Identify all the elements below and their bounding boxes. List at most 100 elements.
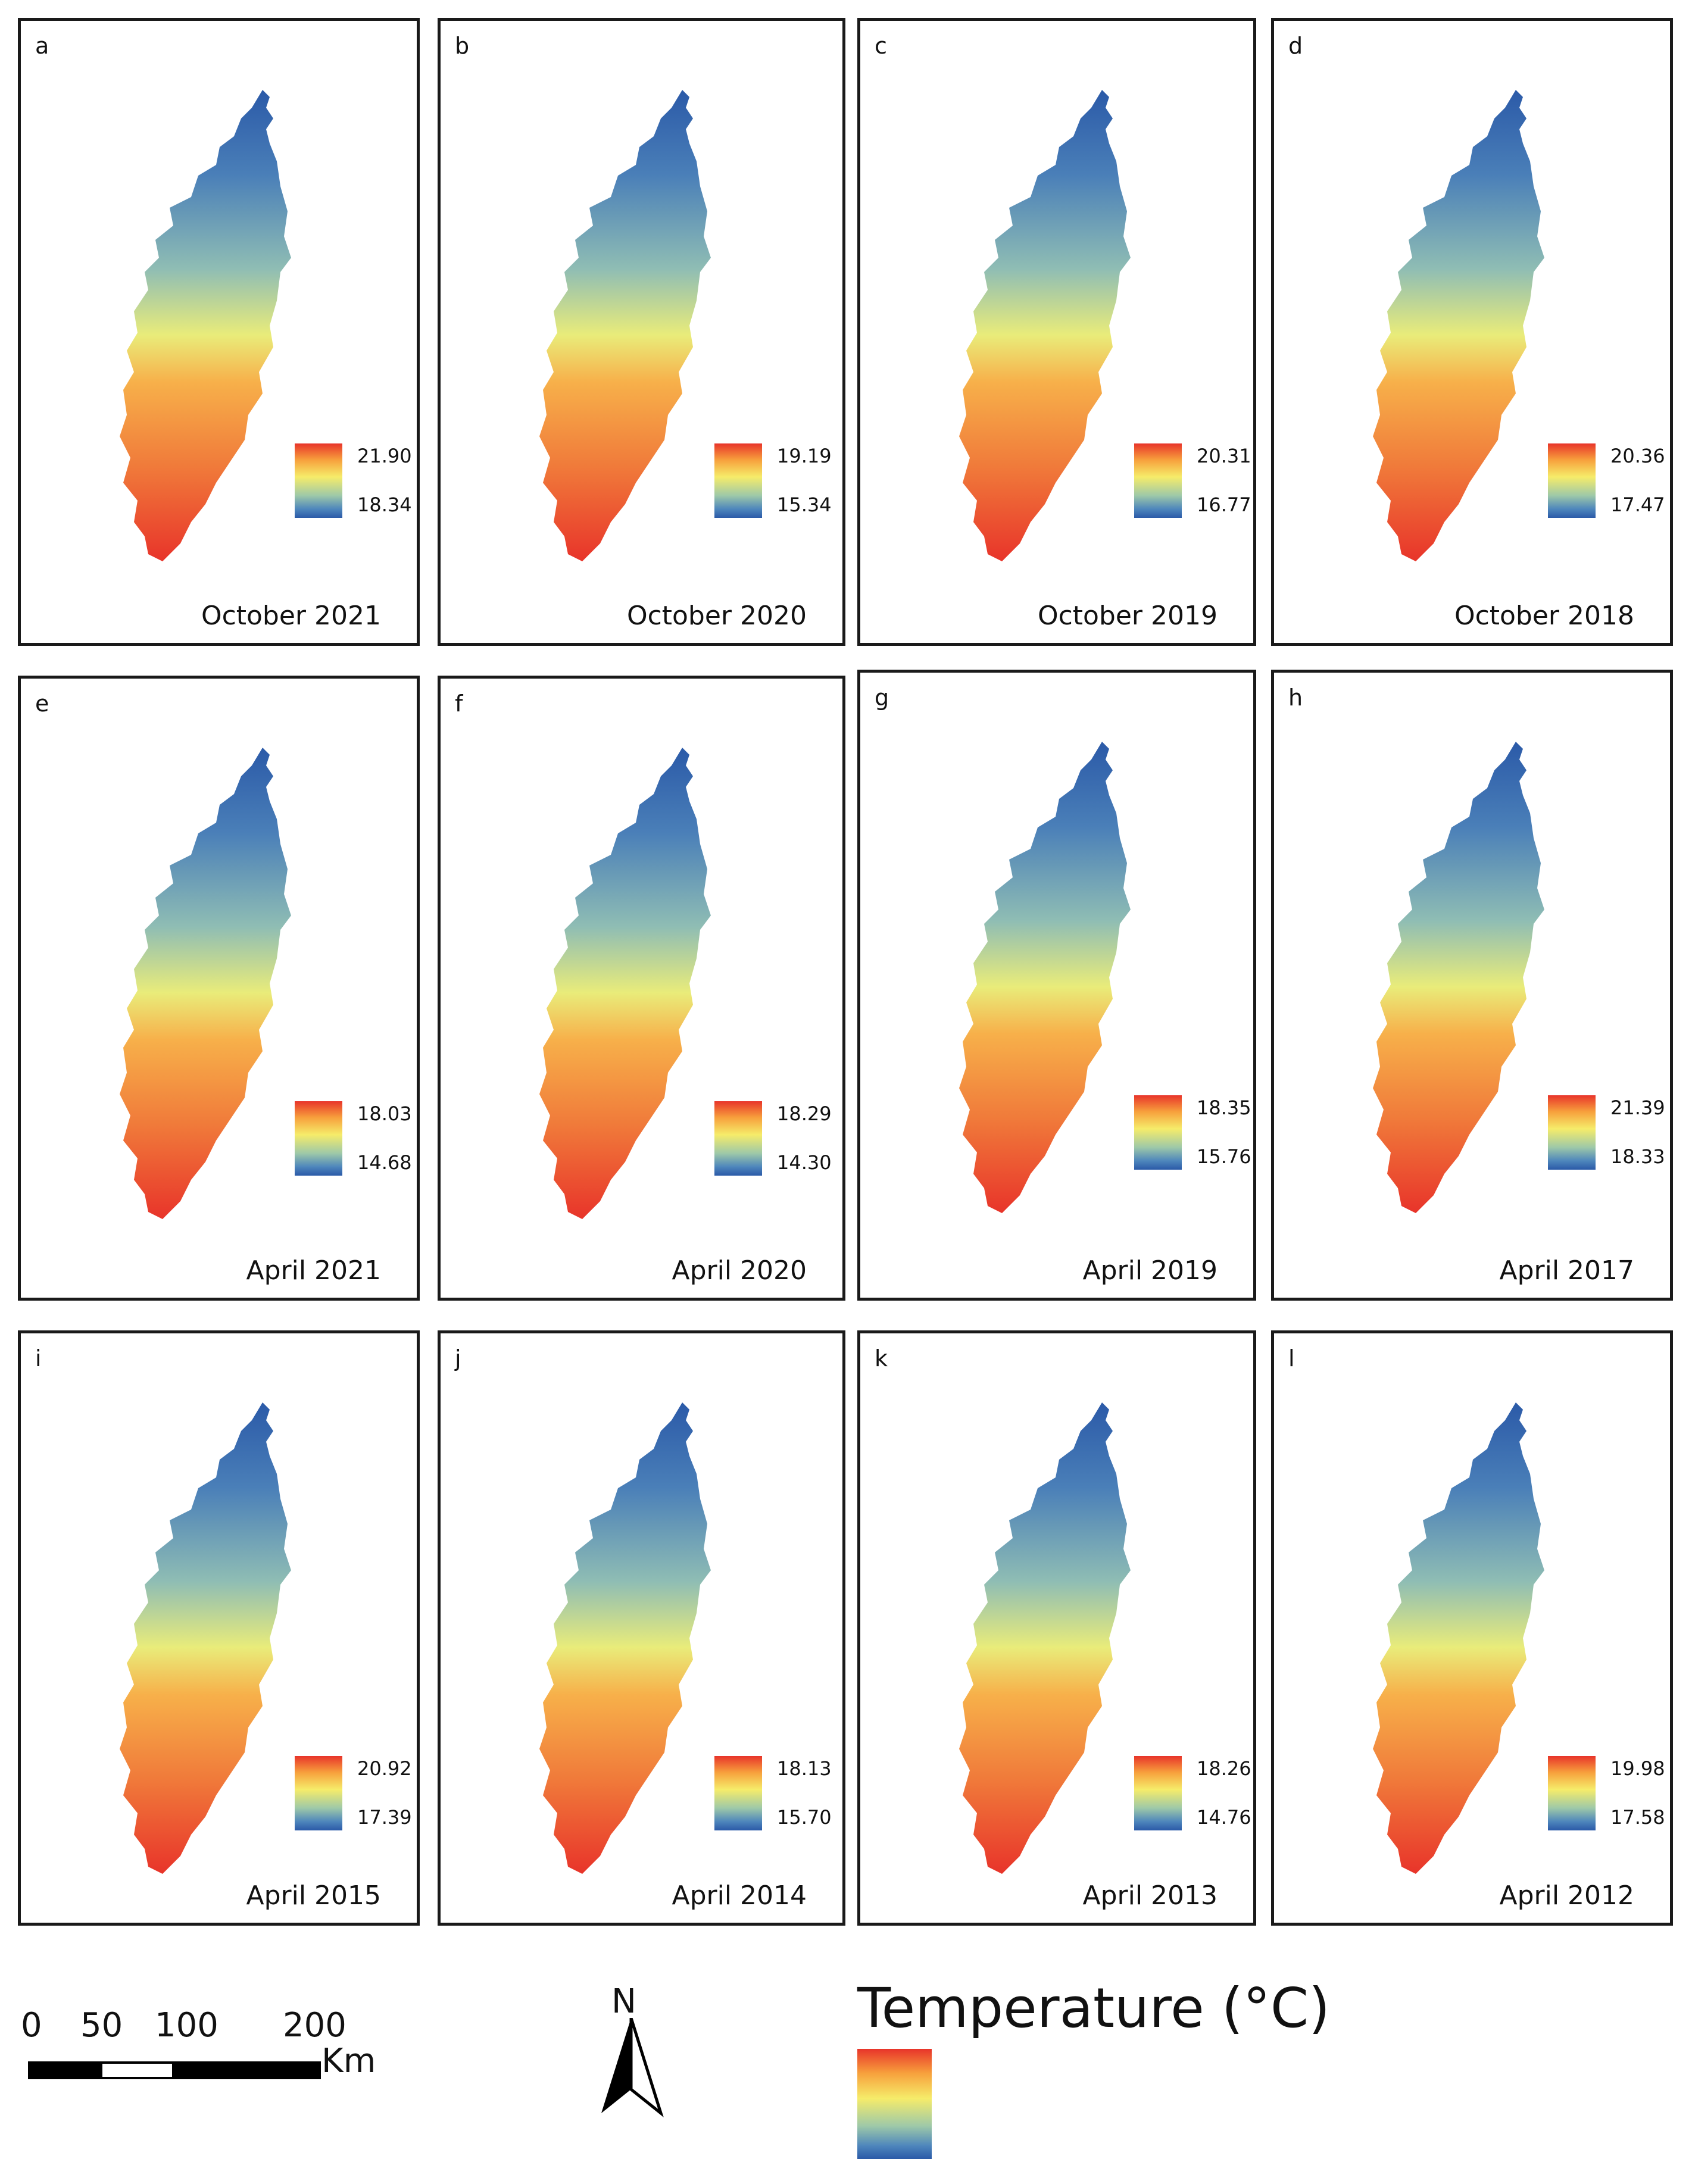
- legend-min: 14.30: [777, 1151, 832, 1174]
- scale-segment: [172, 2061, 321, 2079]
- panel-caption: April 2015: [246, 1880, 381, 1911]
- panel-letter: c: [875, 33, 887, 59]
- legend-min: 17.39: [357, 1806, 412, 1829]
- panel-caption: April 2020: [672, 1255, 807, 1286]
- legend-max: 20.36: [1610, 445, 1665, 467]
- study-area-map: [116, 744, 295, 1226]
- study-area-map: [956, 738, 1134, 1220]
- scale-segment: [28, 2061, 102, 2079]
- legend-max: 18.29: [777, 1102, 832, 1125]
- north-label: N: [611, 1982, 636, 2021]
- panel-c: c 20.31 16.77 October 2019: [857, 18, 1256, 646]
- legend-min: 15.70: [777, 1806, 832, 1829]
- color-ramp: [1134, 1756, 1182, 1830]
- legend-min: 14.76: [1197, 1806, 1251, 1829]
- north-arrow-icon: [601, 2018, 664, 2118]
- legend-min: 18.33: [1610, 1145, 1665, 1168]
- color-ramp: [295, 1756, 342, 1830]
- panel-letter: i: [35, 1345, 42, 1371]
- study-area-map: [1369, 738, 1548, 1220]
- legend-min: 17.47: [1610, 493, 1665, 516]
- value-legend: 19.98 17.58: [1548, 1756, 1673, 1833]
- value-legend: 20.92 17.39: [295, 1756, 420, 1833]
- legend-max: 18.26: [1197, 1757, 1251, 1780]
- panel-letter: h: [1288, 685, 1303, 711]
- panel-f: f 18.29 14.30 April 2020: [438, 676, 845, 1301]
- legend-min: 16.77: [1197, 493, 1251, 516]
- study-area-map: [956, 86, 1134, 568]
- value-legend: 18.26 14.76: [1134, 1756, 1259, 1833]
- legend-max: 18.35: [1197, 1096, 1251, 1119]
- study-area-map: [1369, 1399, 1548, 1881]
- panel-l: l 19.98 17.58 April 2012: [1271, 1330, 1673, 1926]
- scale-label-200: 200: [283, 2006, 346, 2045]
- study-area-map: [536, 744, 714, 1226]
- color-ramp: [295, 1101, 342, 1176]
- panel-letter: k: [875, 1345, 888, 1371]
- scale-label-50: 50: [80, 2006, 123, 2045]
- value-legend: 18.13 15.70: [714, 1756, 839, 1833]
- legend-min: 15.76: [1197, 1145, 1251, 1168]
- legend-min: 14.68: [357, 1151, 412, 1174]
- scale-unit: Km: [321, 2042, 376, 2080]
- study-area-map: [536, 1399, 714, 1881]
- scale-segment: [100, 2061, 174, 2079]
- color-ramp: [1134, 1095, 1182, 1170]
- value-legend: 18.29 14.30: [714, 1101, 839, 1179]
- panel-g: g 18.35 15.76 April 2019: [857, 670, 1256, 1301]
- color-ramp: [1134, 443, 1182, 518]
- scale-bar: 0 50 100 200 Km: [21, 2006, 402, 2080]
- legend-max: 21.39: [1610, 1096, 1665, 1119]
- legend-min: 17.58: [1610, 1806, 1665, 1829]
- panel-caption: October 2021: [201, 601, 381, 631]
- color-ramp: [714, 443, 762, 518]
- color-ramp: [1548, 1756, 1596, 1830]
- legend-min: 18.34: [357, 493, 412, 516]
- panel-letter: d: [1288, 33, 1303, 59]
- panel-d: d 20.36 17.47 October 2018: [1271, 18, 1673, 646]
- north-arrow: N: [598, 1982, 664, 2119]
- panel-letter: f: [455, 690, 463, 717]
- legend-max: 18.03: [357, 1102, 412, 1125]
- panel-letter: e: [35, 690, 49, 717]
- legend-color-ramp: [857, 2049, 932, 2159]
- panel-caption: October 2019: [1037, 601, 1218, 631]
- value-legend: 18.03 14.68: [295, 1101, 420, 1179]
- study-area-map: [116, 86, 295, 568]
- legend-min: 15.34: [777, 493, 832, 516]
- study-area-map: [956, 1399, 1134, 1881]
- legend-max: 20.31: [1197, 445, 1251, 467]
- panel-letter: g: [875, 685, 889, 711]
- panel-caption: April 2013: [1082, 1880, 1218, 1911]
- panel-caption: April 2019: [1082, 1255, 1218, 1286]
- panel-e: e 18.03 14.68 April 2021: [18, 676, 420, 1301]
- panel-b: b 19.19 15.34 October 2020: [438, 18, 845, 646]
- panel-j: j 18.13 15.70 April 2014: [438, 1330, 845, 1926]
- panel-i: i 20.92 17.39 April 2015: [18, 1330, 420, 1926]
- color-ramp: [1548, 443, 1596, 518]
- study-area-map: [116, 1399, 295, 1881]
- color-ramp: [714, 1101, 762, 1176]
- scale-label-0: 0: [21, 2006, 42, 2045]
- panel-h: h 21.39 18.33 April 2017: [1271, 670, 1673, 1301]
- panel-caption: October 2018: [1454, 601, 1634, 631]
- legend-max: 18.13: [777, 1757, 832, 1780]
- panel-caption: April 2021: [246, 1255, 381, 1286]
- legend-max: 21.90: [357, 445, 412, 467]
- color-ramp: [714, 1756, 762, 1830]
- panel-caption: April 2017: [1499, 1255, 1634, 1286]
- panel-letter: b: [455, 33, 470, 59]
- panel-k: k 18.26 14.76 April 2013: [857, 1330, 1256, 1926]
- value-legend: 21.90 18.34: [295, 443, 420, 521]
- color-ramp: [295, 443, 342, 518]
- value-legend: 18.35 15.76: [1134, 1095, 1259, 1173]
- panel-caption: April 2012: [1499, 1880, 1634, 1911]
- legend-max: 20.92: [357, 1757, 412, 1780]
- panel-caption: April 2014: [672, 1880, 807, 1911]
- color-ramp: [1548, 1095, 1596, 1170]
- legend-max: 19.19: [777, 445, 832, 467]
- panel-letter: l: [1288, 1345, 1295, 1371]
- temperature-legend: Temperature (°C): [857, 1976, 1334, 2179]
- value-legend: 20.31 16.77: [1134, 443, 1259, 521]
- value-legend: 21.39 18.33: [1548, 1095, 1673, 1173]
